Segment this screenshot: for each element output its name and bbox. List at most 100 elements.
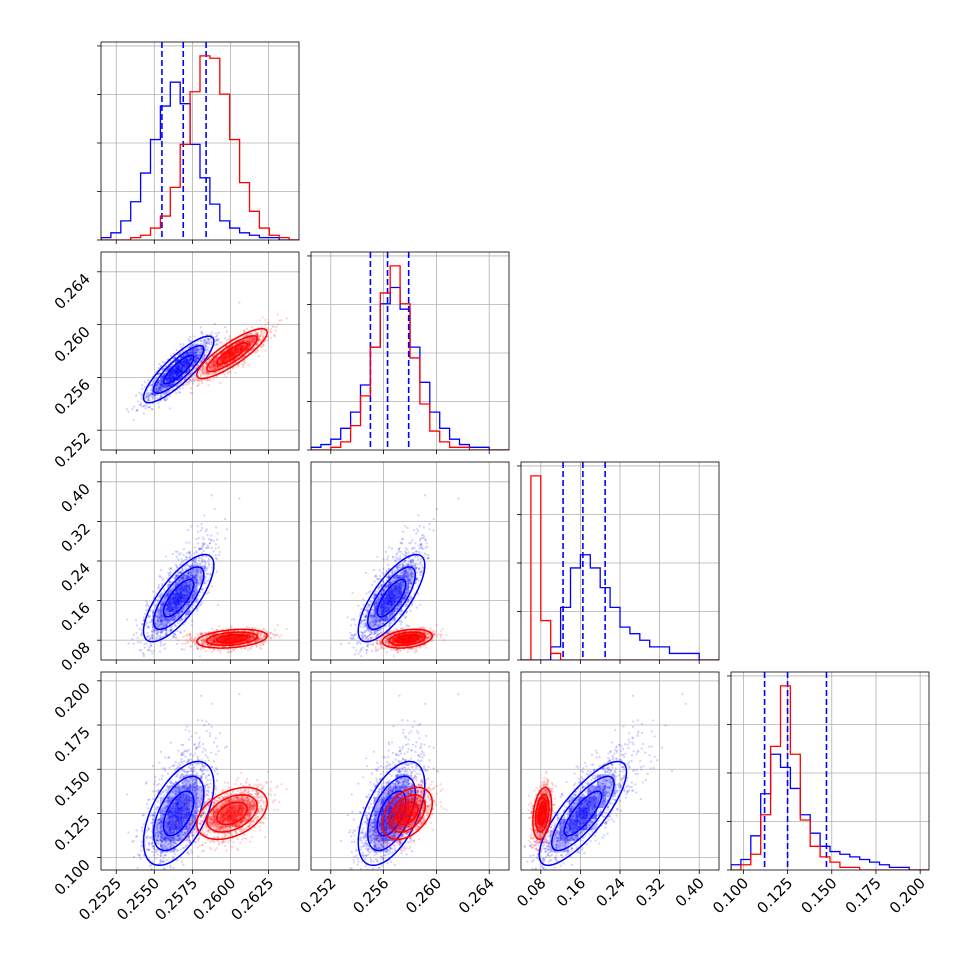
scatter-blue-2-0-825 (205, 568, 208, 571)
scatter-blue-1-0-544 (189, 356, 193, 359)
scatter-blue-1-0-1335 (205, 351, 208, 354)
scatter-red-1-0-780 (210, 362, 214, 366)
scatter-blue-1-0-870 (207, 349, 210, 352)
scatter-red-1-0-830 (217, 360, 220, 363)
density-blue-2-0-0-0 (174, 593, 183, 603)
scatter-red-1-0-1171 (199, 374, 202, 377)
scatter-red-1-0-929 (211, 361, 214, 364)
scatter-red-1-0-469 (217, 365, 220, 368)
scatter-red-1-0-678 (241, 340, 245, 343)
scatter-blue-1-0-464 (147, 391, 151, 394)
scatter-blue-1-0-210 (163, 398, 167, 402)
scatter-blue-1-0-1382 (206, 337, 209, 340)
scatter-blue-1-0-1082 (168, 384, 171, 387)
scatter-blue-1-0-1186 (191, 364, 194, 367)
scatter-red-1-0-1067 (214, 362, 217, 365)
scatter-blue-1-0-1192 (172, 369, 175, 373)
scatter-red-1-0-1379 (238, 341, 241, 344)
contour-blue-1-0-1 (152, 344, 205, 394)
scatter-blue-1-0-241 (207, 346, 210, 349)
scatter-blue-1-0-1115 (156, 381, 159, 385)
scatter-blue-1-0-288 (194, 354, 197, 357)
scatter-blue-1-0-420 (198, 354, 201, 357)
scatter-blue-2-0-1043 (224, 517, 227, 521)
scatter-blue-1-0-1397 (195, 356, 198, 359)
density-blue-1-0--1--1 (167, 373, 175, 381)
scatter-red-1-0-1374 (251, 341, 254, 345)
scatter-red-1-0-71 (225, 362, 229, 365)
scatter-blue-1-0-223 (206, 337, 209, 340)
scatter-blue-1-0-261 (179, 377, 182, 380)
scatter-blue-1-0-393 (178, 363, 181, 366)
scatter-red-1-0-204 (201, 370, 204, 373)
scatter-red-1-0-575 (229, 355, 232, 359)
scatter-red-1-0-1026 (210, 363, 213, 366)
scatter-blue-2-0-1062 (202, 550, 205, 553)
scatter-red-1-0-332 (242, 365, 245, 369)
scatter-blue-1-0-478 (214, 340, 217, 343)
scatter-blue-1-0-841 (173, 356, 177, 359)
scatter-red-1-0-237 (207, 372, 210, 375)
scatter-blue-1-0-1067 (165, 386, 168, 390)
scatter-red-1-0-977 (246, 348, 249, 351)
panel-1-1 (307, 251, 510, 454)
scatter-red-1-0-612 (192, 377, 195, 381)
scatter-red-1-0-355 (196, 378, 199, 381)
scatter-blue-1-0-54 (165, 376, 168, 379)
scatter-red-1-0-447 (227, 371, 230, 374)
scatter-blue-2-0-271 (159, 568, 163, 572)
scatter-red-1-0-953 (266, 327, 269, 330)
scatter-red-1-0-1160 (199, 372, 202, 375)
scatter-blue-2-0-690 (140, 649, 143, 652)
scatter-red-1-0-169 (189, 376, 192, 380)
scatter-red-1-0-290 (188, 375, 191, 378)
scatter-red-1-0-594 (247, 346, 250, 350)
scatter-red-1-0-803 (198, 383, 201, 386)
scatter-blue-1-0-374 (180, 356, 183, 359)
scatter-blue-1-0-753 (156, 381, 159, 384)
scatter-blue-1-0-348 (160, 376, 164, 379)
scatter-red-1-0-65 (233, 348, 237, 352)
scatter-red-1-0-289 (241, 339, 245, 342)
density-blue-1-0--1--2 (167, 380, 175, 388)
scatter-blue-1-0-909 (191, 363, 195, 367)
scatter-blue-1-0-1168 (185, 352, 189, 355)
scatter-blue-2-0-1350 (217, 553, 220, 557)
scatter-blue-1-0-1058 (170, 354, 173, 357)
scatter-red-1-0-1046 (215, 365, 218, 369)
scatter-blue-1-0-504 (162, 386, 165, 390)
scatter-blue-2-0-333 (174, 550, 177, 553)
scatter-blue-1-0-1294 (211, 331, 214, 334)
scatter-blue-2-0-1360 (155, 633, 158, 636)
scatter-red-1-0-385 (190, 375, 193, 378)
scatter-red-1-0-125 (250, 336, 253, 339)
scatter-blue-1-0-482 (216, 338, 219, 342)
scatter-blue-1-0-145 (187, 368, 191, 371)
scatter-red-1-0-459 (215, 367, 218, 370)
scatter-red-1-0-854 (203, 369, 206, 372)
scatter-blue-1-0-1310 (190, 343, 193, 346)
scatter-blue-1-0-509 (144, 385, 147, 389)
scatter-red-1-0-423 (231, 348, 234, 351)
scatter-blue-2-0-682 (210, 566, 214, 569)
scatter-blue-2-0-1241 (190, 525, 193, 528)
scatter-blue-2-0-414 (134, 618, 138, 622)
scatter-blue-2-0-104 (189, 554, 192, 557)
scatter-blue-2-0-865 (145, 609, 148, 612)
scatter-red-1-0-315 (199, 375, 202, 378)
scatter-blue-1-0-566 (204, 344, 207, 347)
scatter-blue-1-0-1271 (173, 370, 176, 373)
scatter-blue-2-0-163 (162, 588, 166, 591)
scatter-blue-1-0-1086 (195, 354, 198, 357)
scatter-blue-1-0-931 (195, 351, 198, 354)
scatter-blue-1-0-1231 (125, 408, 129, 411)
scatter-blue-2-0-1167 (160, 591, 163, 594)
scatter-red-1-0-155 (234, 371, 237, 375)
scatter-blue-1-0-1309 (165, 370, 168, 373)
scatter-red-1-0-665 (250, 337, 253, 341)
scatter-blue-1-0-22 (153, 393, 156, 397)
scatter-red-1-0-698 (246, 333, 250, 336)
scatter-blue-2-0-583 (172, 634, 175, 638)
scatter-blue-1-0-447 (136, 409, 139, 412)
scatter-red-1-0-112 (212, 364, 215, 368)
